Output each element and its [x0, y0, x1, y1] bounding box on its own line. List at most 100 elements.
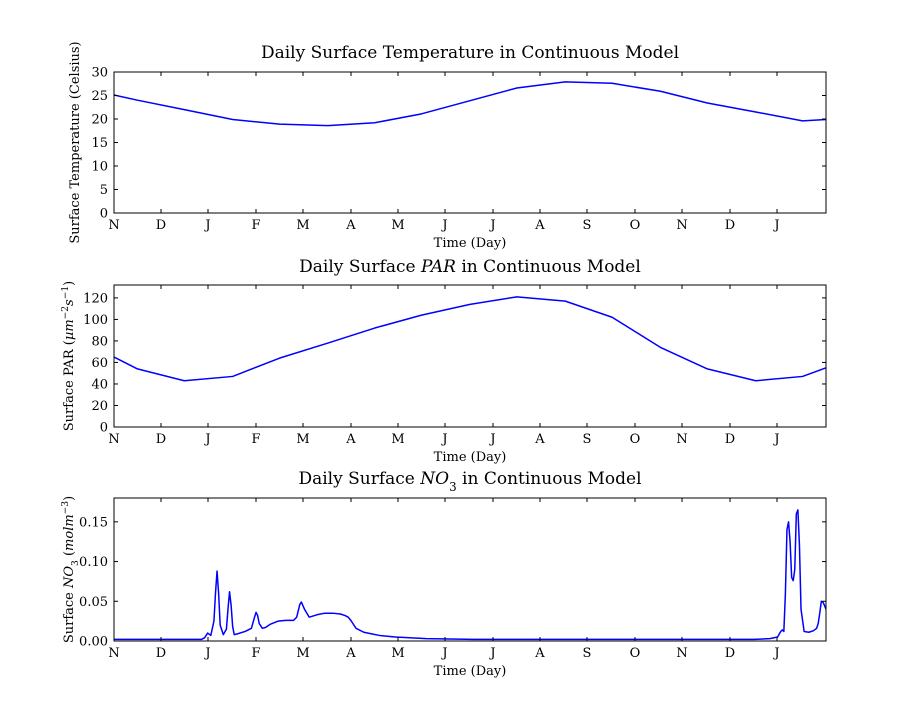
- y-axis-label-part-4: −1: [61, 286, 71, 299]
- y-tick-label: 0.10: [79, 555, 108, 570]
- chart-title-part-1: NO: [419, 469, 449, 489]
- x-tick-label: J: [203, 432, 210, 447]
- x-tick-label: F: [251, 218, 260, 233]
- x-tick-label: N: [108, 432, 119, 447]
- plot-frame: [113, 497, 827, 642]
- plot-frame: [113, 71, 827, 214]
- x-tick-label: J: [440, 218, 447, 233]
- y-tick-label: 20: [91, 399, 108, 414]
- y-axis-label: Surface Temperature (Celsius): [68, 41, 83, 243]
- x-tick-label: O: [630, 218, 641, 233]
- x-tick-label: D: [156, 646, 166, 661]
- x-tick-label: M: [391, 432, 404, 447]
- chart-title-part-0: Daily Surface: [298, 469, 420, 489]
- x-tick-label: F: [251, 432, 260, 447]
- y-axis-label-part-2: −2: [61, 306, 71, 319]
- x-tick-label: A: [534, 218, 545, 233]
- y-tick-label: 0.00: [79, 635, 108, 650]
- y-tick-label: 30: [91, 66, 108, 81]
- chart-title-part-1: PAR: [420, 257, 456, 277]
- series-line-1: [114, 81, 826, 127]
- x-tick-label: F: [251, 646, 260, 661]
- x-tick-label: J: [488, 218, 495, 233]
- y-axis-label-part-0: Surface PAR (: [62, 340, 77, 431]
- x-tick-label: A: [534, 432, 545, 447]
- chart-title-part-2: in Continuous Model: [456, 257, 641, 277]
- x-tick-label: M: [296, 646, 309, 661]
- x-tick-label: A: [534, 646, 545, 661]
- x-tick-label: N: [108, 218, 119, 233]
- x-tick-label: N: [676, 432, 687, 447]
- x-tick-label: O: [630, 432, 641, 447]
- x-tick-label: J: [772, 646, 779, 661]
- series-line-1: [114, 296, 826, 382]
- x-tick-label: M: [296, 432, 309, 447]
- x-tick-label: D: [725, 432, 735, 447]
- y-axis-label-part-2: 3: [71, 560, 81, 566]
- chart-panel-1: Daily Surface Temperature in Continuous …: [68, 41, 827, 251]
- y-axis-label-part-0: Surface Temperature (Celsius): [68, 41, 83, 243]
- y-tick-label: 40: [91, 377, 108, 392]
- x-tick-label: A: [345, 432, 356, 447]
- y-axis-label-part-3: (: [62, 551, 77, 560]
- y-tick-label: 0.15: [79, 515, 108, 530]
- chart-panel-2: Daily Surface PAR in Continuous Model N D J…: [61, 257, 827, 465]
- x-tick-label: N: [676, 646, 687, 661]
- y-axis-label-part-3: s: [62, 299, 77, 306]
- x-tick-label: D: [725, 218, 735, 233]
- x-tick-label: D: [156, 432, 166, 447]
- x-tick-label: J: [203, 218, 210, 233]
- series-line-1: [114, 509, 826, 641]
- x-tick-label: J: [488, 646, 495, 661]
- x-tick-label: J: [488, 432, 495, 447]
- y-axis-label-part-5: ): [62, 281, 77, 286]
- y-axis-label-part-0: Surface: [62, 588, 77, 643]
- x-tick-label: M: [296, 218, 309, 233]
- x-tick-label: D: [725, 646, 735, 661]
- y-axis-label: Surface NO3 (molm−3): [61, 496, 81, 643]
- x-tick-label: J: [772, 218, 779, 233]
- x-tick-label: N: [676, 218, 687, 233]
- x-tick-label: A: [345, 218, 356, 233]
- y-tick-label: 60: [91, 356, 108, 371]
- y-tick-label: 5: [100, 183, 108, 198]
- y-tick-label: 10: [91, 160, 108, 175]
- y-tick-label: 100: [83, 313, 108, 328]
- x-tick-label: J: [440, 432, 447, 447]
- x-tick-label: S: [583, 432, 592, 447]
- chart-title: Daily Surface Temperature in Continuous …: [261, 43, 679, 63]
- x-tick-label: M: [391, 218, 404, 233]
- x-tick-label: D: [156, 218, 166, 233]
- chart-title: Daily Surface NO3 in Continuous Model: [298, 469, 641, 494]
- x-tick-label: J: [772, 432, 779, 447]
- plot-frame: [113, 284, 827, 428]
- y-axis-label-part-1: NO: [62, 566, 77, 589]
- x-tick-label: N: [108, 646, 119, 661]
- chart-title-part-3: in Continuous Model: [457, 469, 642, 489]
- chart-title-part-2: 3: [449, 480, 457, 494]
- chart-title-part-0: Daily Surface Temperature in Continuous …: [261, 43, 679, 63]
- x-tick-label: J: [203, 646, 210, 661]
- y-tick-label: 80: [91, 334, 108, 349]
- y-tick-label: 20: [91, 113, 108, 128]
- x-axis-label: Time (Day): [434, 664, 507, 679]
- x-axis-label: Time (Day): [434, 450, 507, 465]
- y-tick-label: 120: [83, 291, 108, 306]
- y-tick-label: 25: [91, 89, 108, 104]
- chart-title-part-0: Daily Surface: [299, 257, 421, 277]
- x-tick-label: J: [440, 646, 447, 661]
- x-tick-label: O: [630, 646, 641, 661]
- x-tick-label: A: [345, 646, 356, 661]
- y-tick-label: 15: [91, 136, 108, 151]
- y-axis-label-part-1: µm: [62, 319, 77, 340]
- y-tick-label: 0.05: [79, 595, 108, 610]
- y-axis-label-part-4: molm: [62, 514, 77, 551]
- x-tick-label: S: [583, 218, 592, 233]
- y-tick-label: 0: [100, 421, 108, 436]
- y-tick-label: 0: [100, 207, 108, 222]
- y-axis-label: Surface PAR (µm−2s−1): [61, 281, 77, 431]
- x-axis-label: Time (Day): [434, 236, 507, 251]
- y-axis-label-part-5: −3: [61, 501, 71, 515]
